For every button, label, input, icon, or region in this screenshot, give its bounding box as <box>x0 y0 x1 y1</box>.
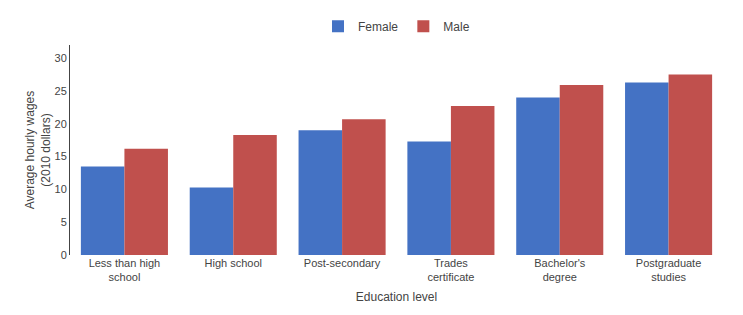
svg-text:Education level: Education level <box>356 290 437 304</box>
svg-text:Male: Male <box>443 20 469 34</box>
svg-text:Female: Female <box>358 20 398 34</box>
svg-text:0: 0 <box>61 249 67 261</box>
svg-text:15: 15 <box>55 150 67 162</box>
svg-text:25: 25 <box>55 85 67 97</box>
svg-text:High school: High school <box>205 257 262 269</box>
svg-text:Tradescertificate: Tradescertificate <box>427 257 474 283</box>
svg-text:30: 30 <box>55 52 67 64</box>
svg-text:Bachelor'sdegree: Bachelor'sdegree <box>534 257 586 283</box>
svg-text:5: 5 <box>61 216 67 228</box>
svg-text:Postgraduatestudies: Postgraduatestudies <box>636 257 701 283</box>
svg-text:Average hourly wages(2010 doll: Average hourly wages(2010 dollars) <box>23 91 53 210</box>
svg-text:Post-secondary: Post-secondary <box>304 257 381 269</box>
svg-text:10: 10 <box>55 183 67 195</box>
svg-text:20: 20 <box>55 118 67 130</box>
svg-text:Less than highschool: Less than highschool <box>89 257 161 283</box>
